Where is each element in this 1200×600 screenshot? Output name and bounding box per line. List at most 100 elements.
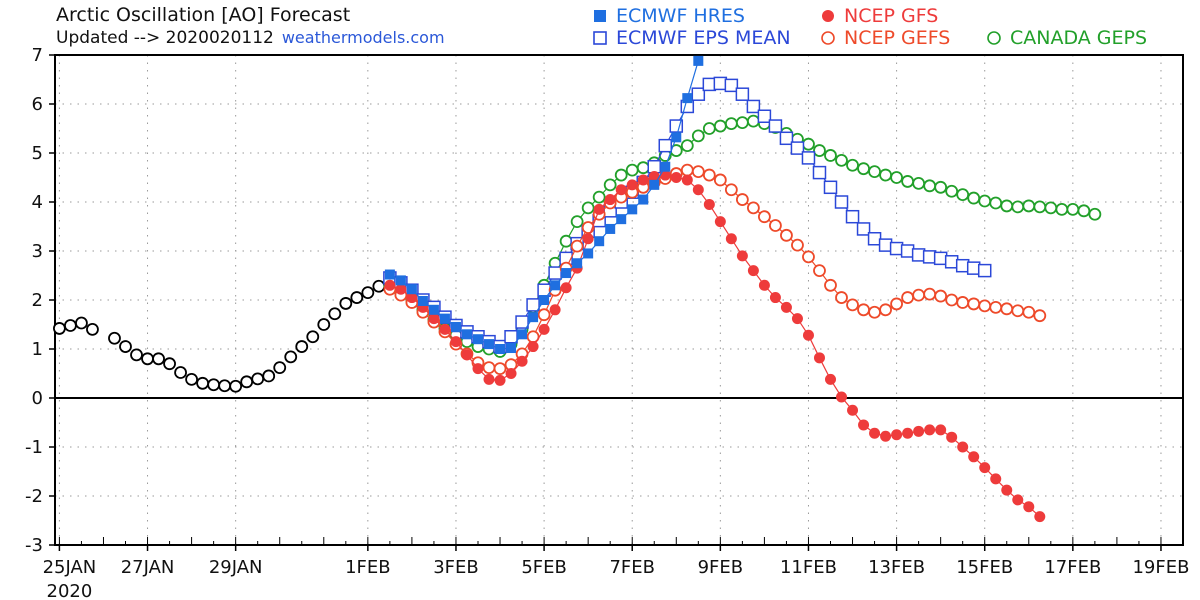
- data-point: [384, 269, 395, 280]
- data-point: [703, 198, 715, 210]
- data-point: [779, 131, 794, 146]
- data-point: [537, 308, 551, 322]
- data-point: [406, 284, 417, 295]
- data-point: [835, 153, 848, 167]
- data-point: [527, 341, 539, 353]
- data-point: [691, 87, 706, 101]
- data-point: [273, 361, 287, 375]
- y-tick-label: -1: [25, 437, 43, 458]
- data-point: [526, 298, 540, 312]
- y-tick-label: 0: [32, 388, 43, 409]
- data-point: [570, 239, 584, 253]
- data-point: [1000, 199, 1014, 213]
- data-point: [647, 159, 661, 174]
- x-tick-sublabel: 2020: [47, 581, 93, 600]
- data-point: [174, 366, 187, 379]
- x-tick-label: 27JAN: [121, 557, 175, 578]
- x-tick-label: 11FEB: [780, 557, 837, 578]
- data-point: [901, 291, 915, 304]
- x-tick-label: 17FEB: [1044, 557, 1101, 578]
- data-point: [867, 232, 882, 246]
- data-point: [484, 339, 495, 350]
- y-tick-label: 2: [32, 290, 43, 311]
- chart-subtitle: Updated --> 2020020112 weathermodels.com: [56, 28, 445, 48]
- data-point: [891, 429, 903, 441]
- data-point: [207, 378, 221, 392]
- data-point: [614, 168, 628, 182]
- legend-ecmwf-eps-mean: ECMWF EPS MEAN: [592, 27, 791, 49]
- data-point: [858, 419, 870, 431]
- data-point: [758, 279, 770, 291]
- data-point: [482, 361, 496, 375]
- data-point: [911, 248, 926, 262]
- data-point: [825, 373, 836, 385]
- y-tick-label: 1: [32, 339, 43, 360]
- data-point: [669, 119, 684, 133]
- circle-open-icon: [821, 31, 835, 45]
- y-tick-label: 3: [32, 241, 43, 262]
- site-link[interactable]: weathermodels.com: [281, 28, 445, 47]
- data-point: [724, 117, 738, 130]
- data-point: [879, 168, 892, 182]
- y-tick-label: -3: [25, 535, 43, 556]
- legend-ecmwf-hres: ECMWF HRES: [592, 5, 745, 27]
- data-point: [636, 161, 650, 175]
- data-point: [945, 184, 959, 198]
- data-point: [878, 238, 893, 252]
- data-point: [616, 214, 627, 225]
- data-point: [570, 215, 584, 229]
- data-point: [350, 291, 364, 304]
- data-point: [572, 258, 583, 269]
- data-point: [956, 188, 970, 202]
- data-point: [857, 303, 870, 317]
- data-point: [913, 425, 925, 437]
- data-point: [1023, 501, 1035, 513]
- data-point: [978, 194, 992, 208]
- data-point: [989, 300, 1003, 314]
- data-point: [934, 180, 948, 194]
- legend-canada-geps: CANADA GEPS: [986, 27, 1147, 49]
- data-point: [505, 368, 517, 379]
- data-point: [417, 295, 428, 306]
- data-point: [801, 151, 816, 165]
- data-point: [528, 312, 539, 323]
- data-point: [1077, 204, 1091, 218]
- data-point: [968, 451, 980, 463]
- data-point: [923, 179, 937, 193]
- y-tick-label: 5: [32, 143, 43, 164]
- data-point: [372, 279, 386, 293]
- data-point: [847, 404, 859, 416]
- data-point: [130, 348, 143, 362]
- data-point: [682, 93, 693, 104]
- data-point: [977, 263, 992, 278]
- data-point: [671, 132, 682, 143]
- data-point: [933, 251, 948, 266]
- data-point: [119, 340, 132, 353]
- data-point: [967, 297, 981, 311]
- data-point: [506, 343, 517, 354]
- data-point: [592, 190, 606, 204]
- data-point: [603, 178, 617, 192]
- data-point: [461, 329, 472, 340]
- circle-open-icon: [987, 31, 1001, 45]
- data-point: [845, 209, 860, 224]
- data-point: [141, 352, 154, 366]
- data-point: [473, 334, 483, 345]
- data-point: [64, 319, 77, 332]
- data-point: [75, 316, 88, 330]
- data-point: [108, 331, 121, 345]
- data-point: [901, 175, 915, 188]
- data-point: [196, 376, 210, 390]
- data-point: [856, 222, 871, 236]
- data-point: [868, 305, 881, 319]
- data-point: [868, 165, 881, 179]
- data-point: [472, 363, 484, 375]
- data-point: [1066, 202, 1080, 216]
- data-point: [581, 201, 595, 215]
- data-point: [86, 322, 99, 336]
- data-point: [735, 87, 750, 101]
- data-point: [406, 292, 418, 304]
- data-point: [945, 293, 959, 307]
- x-tick-label: 5FEB: [521, 557, 567, 578]
- data-point: [218, 379, 232, 393]
